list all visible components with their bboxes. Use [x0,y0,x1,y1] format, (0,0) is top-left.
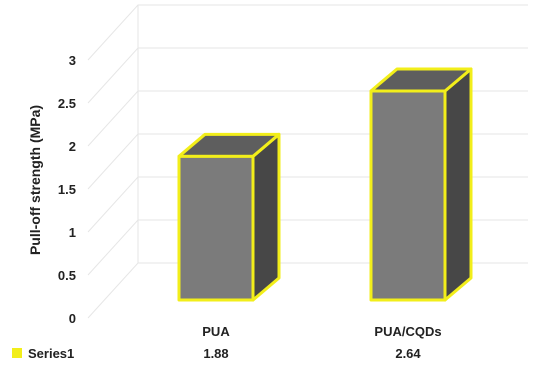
bars: PUA 1.88 PUA/CQDs 2.64 [177,67,473,361]
y-tick-label: 3 [69,53,76,68]
y-tick-label: 1 [69,225,76,240]
gridlines [87,4,528,319]
data-table: Series1 [12,346,74,361]
legend-series-label: Series1 [28,346,74,361]
x-category-label: PUA [202,324,230,339]
x-category-label: PUA/CQDs [374,324,441,339]
y-tick-label: 0 [69,311,76,326]
y-tick-label: 2 [69,139,76,154]
legend-key [12,348,22,358]
bar-front-face [369,89,447,302]
y-tick-label: 2.5 [58,96,76,111]
y-axis-label: Pull-off strength (MPa) [27,105,43,255]
bar-side-face [443,67,473,302]
data-table-value: 2.64 [395,346,421,361]
bar-pua [177,132,281,302]
bar-pua-cqds [369,67,473,302]
y-tick-label: 0.5 [58,268,76,283]
data-table-value: 1.88 [203,346,228,361]
y-tick-label: 1.5 [58,182,76,197]
bar-side-face [251,132,281,302]
bar-front-face [177,154,255,302]
gridline [87,4,528,61]
y-axis-ticks: 0 0.5 1 1.5 2 2.5 3 [58,53,76,326]
